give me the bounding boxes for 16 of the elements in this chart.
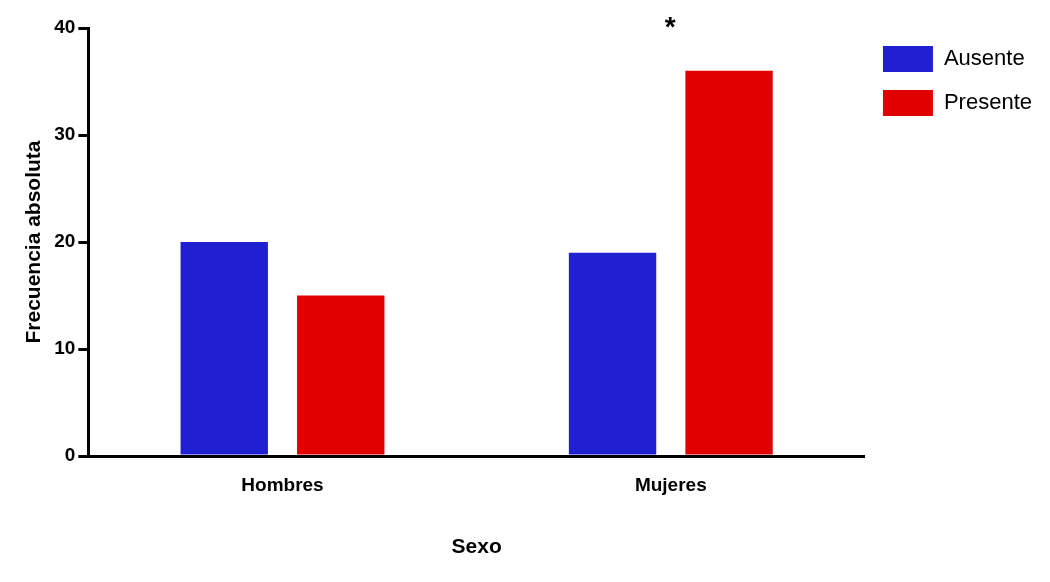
y-tick-label: 0	[64, 444, 76, 466]
x-axis-title: Sexo	[451, 534, 502, 558]
x-tick-label: Mujeres	[634, 473, 707, 495]
y-axis-title: Frecuencia absoluta	[21, 140, 45, 344]
legend-label: Presente	[943, 89, 1033, 115]
bar	[180, 242, 268, 455]
bar	[297, 295, 385, 455]
y-tick-label: 20	[54, 230, 76, 252]
y-tick-label: 30	[54, 123, 76, 145]
bar	[568, 252, 657, 455]
y-tick-label: 40	[54, 16, 76, 38]
x-tick-label: Hombres	[241, 473, 324, 495]
y-tick-label: 10	[54, 337, 76, 359]
annotation: *	[664, 11, 676, 42]
bar	[685, 70, 773, 455]
legend-label: Ausente	[943, 45, 1025, 71]
